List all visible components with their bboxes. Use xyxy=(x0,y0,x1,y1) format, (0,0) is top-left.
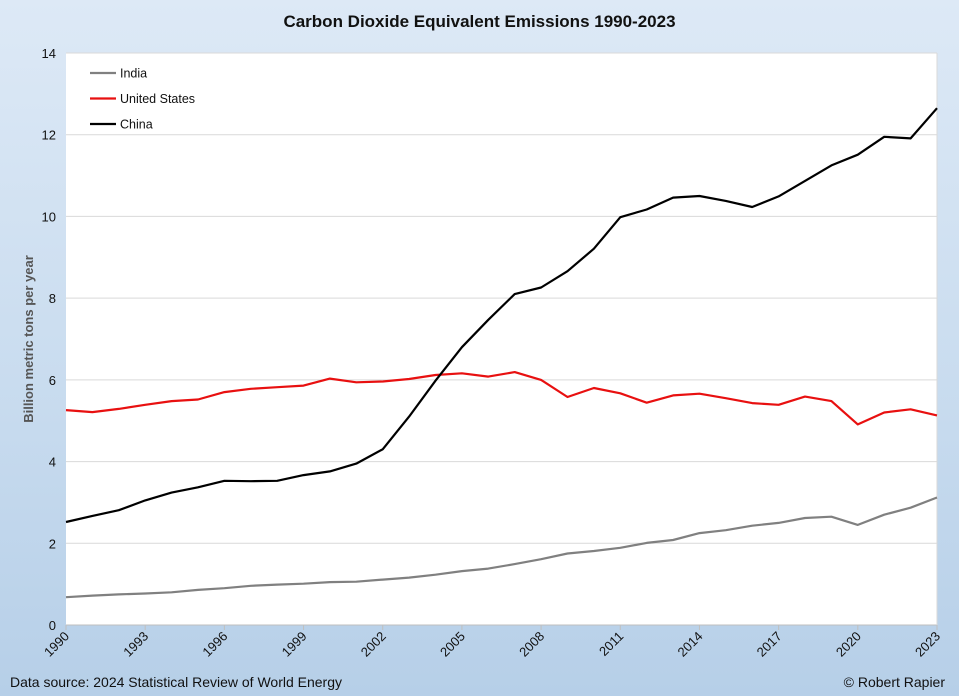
y-tick-label: 6 xyxy=(49,373,56,388)
series-line-china xyxy=(65,107,938,524)
x-axis-ticks: 1990 1993 1996 1999 2002 2005 2008 2011 2014 2017… xyxy=(41,625,943,660)
x-tick-label: 2023 xyxy=(912,629,943,660)
x-tick-label: 2020 xyxy=(833,629,864,660)
y-tick-label: 8 xyxy=(49,291,56,306)
x-tick-label: 2005 xyxy=(437,629,468,660)
chart-title: Carbon Dioxide Equivalent Emissions 1990… xyxy=(283,12,676,31)
legend: India United States China xyxy=(90,67,195,132)
y-tick-label: 4 xyxy=(49,455,56,470)
y-tick-label: 0 xyxy=(49,618,56,633)
copyright-credit: © Robert Rapier xyxy=(843,674,945,690)
series-lines xyxy=(65,107,938,599)
x-tick-label: 2017 xyxy=(754,629,785,660)
y-tick-label: 14 xyxy=(42,46,56,61)
x-tick-label: 2014 xyxy=(675,629,706,660)
x-tick-label: 1993 xyxy=(120,629,151,660)
x-tick-label: 2011 xyxy=(596,629,626,659)
x-tick-label: 2002 xyxy=(358,629,389,660)
x-tick-label: 1990 xyxy=(41,629,72,660)
x-tick-label: 2008 xyxy=(516,629,547,660)
series-line-united-states xyxy=(65,371,938,426)
y-tick-label: 12 xyxy=(42,128,56,143)
legend-label: India xyxy=(120,67,147,81)
data-source-note: Data source: 2024 Statistical Review of … xyxy=(10,674,343,690)
y-tick-label: 2 xyxy=(49,536,56,551)
x-tick-label: 1996 xyxy=(199,629,230,660)
axes xyxy=(66,53,938,626)
series-line-india xyxy=(65,496,938,599)
x-tick-label: 1999 xyxy=(279,629,310,660)
legend-label: China xyxy=(120,118,153,132)
y-axis-label: Billion metric tons per year xyxy=(21,255,36,423)
y-axis-ticks: 0 2 4 6 8 10 12 14 xyxy=(42,46,56,633)
legend-label: United States xyxy=(120,92,195,106)
y-tick-label: 10 xyxy=(42,209,56,224)
plot-area xyxy=(66,53,937,625)
